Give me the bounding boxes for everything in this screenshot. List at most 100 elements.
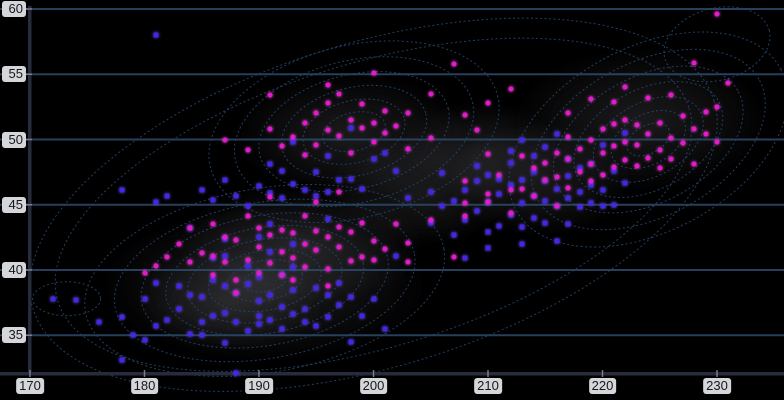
data-point-series_magenta <box>393 221 399 227</box>
data-point-series_magenta <box>325 127 331 133</box>
data-point-series_blue <box>245 281 251 287</box>
data-point-series_magenta <box>542 177 548 183</box>
data-point-series_blue <box>519 137 525 142</box>
data-point-series_magenta <box>519 186 525 192</box>
data-point-series_blue <box>256 234 262 240</box>
data-point-series_blue <box>279 168 285 174</box>
data-point-series_magenta <box>588 96 594 102</box>
data-point-series_magenta <box>176 241 182 247</box>
data-point-series_blue <box>588 182 594 188</box>
data-point-series_blue <box>451 232 457 238</box>
data-point-series_magenta <box>531 165 537 171</box>
data-point-series_magenta <box>325 234 331 240</box>
data-point-series_blue <box>119 314 125 320</box>
density-haze <box>175 183 425 307</box>
data-point-series_blue <box>302 187 308 193</box>
data-point-series_magenta <box>325 100 331 106</box>
data-point-series_magenta <box>210 221 216 227</box>
data-point-series_magenta <box>405 110 411 116</box>
data-point-series_magenta <box>462 112 468 118</box>
data-point-series_blue <box>210 197 216 203</box>
data-point-series_blue <box>485 245 491 251</box>
data-point-series_magenta <box>657 120 663 126</box>
data-point-series_blue <box>508 212 514 218</box>
data-point-series_blue <box>164 193 170 199</box>
data-point-series_blue <box>348 339 354 345</box>
data-point-series_magenta <box>508 187 514 193</box>
data-point-series_magenta <box>645 131 651 137</box>
data-point-series_magenta <box>600 150 605 156</box>
data-point-series_blue <box>405 195 411 201</box>
data-point-series_blue <box>600 142 605 148</box>
data-point-series_blue <box>73 297 79 303</box>
data-point-series_magenta <box>565 110 571 116</box>
data-point-series_blue <box>577 165 583 171</box>
data-point-series_magenta <box>222 259 228 265</box>
x-axis-spine <box>0 372 784 376</box>
data-point-series_blue <box>199 294 205 300</box>
data-point-series_magenta <box>600 172 605 178</box>
data-point-series_magenta <box>451 254 457 260</box>
data-point-series_magenta <box>485 100 491 106</box>
data-point-series_blue <box>256 183 262 189</box>
data-point-series_magenta <box>611 143 617 149</box>
density-contour <box>258 71 450 193</box>
x-tick-label: 170 <box>16 378 44 394</box>
data-point-series_magenta <box>565 134 571 140</box>
data-point-series_blue <box>256 274 262 280</box>
data-point-series_blue <box>119 357 125 363</box>
data-point-series_magenta <box>485 151 491 157</box>
data-point-series_blue <box>451 198 457 204</box>
data-point-series_blue <box>325 153 331 159</box>
data-point-series_magenta <box>267 260 273 266</box>
data-point-series_blue <box>119 187 125 193</box>
data-point-series_blue <box>313 193 319 199</box>
data-point-series_blue <box>474 208 480 214</box>
data-point-series_magenta <box>554 203 560 209</box>
data-point-series_blue <box>325 189 331 195</box>
y-axis-spine <box>28 6 32 375</box>
data-point-series_magenta <box>359 125 365 131</box>
data-point-series_magenta <box>348 150 354 156</box>
data-point-series_blue <box>371 156 376 162</box>
data-point-series_magenta <box>703 109 709 115</box>
data-point-series_magenta <box>588 137 594 142</box>
data-point-series_blue <box>313 285 319 291</box>
data-point-series_magenta <box>554 174 560 180</box>
data-point-series_magenta <box>142 270 147 276</box>
data-point-series_magenta <box>222 234 228 240</box>
data-point-series_blue <box>256 321 262 326</box>
data-point-series_magenta <box>668 135 674 141</box>
data-point-series_blue <box>336 280 342 286</box>
density-contour <box>530 48 766 231</box>
data-point-series_blue <box>313 323 319 329</box>
data-point-series_magenta <box>267 92 273 98</box>
data-point-series_magenta <box>725 80 731 86</box>
data-point-series_blue <box>222 177 228 183</box>
data-point-series_blue <box>142 337 147 343</box>
data-point-series_blue <box>245 203 251 209</box>
data-point-series_magenta <box>267 232 273 238</box>
data-point-series_blue <box>611 202 617 208</box>
data-point-series_blue <box>348 294 354 300</box>
data-point-series_magenta <box>382 130 388 136</box>
data-point-series_blue <box>462 217 468 223</box>
data-point-series_blue <box>485 172 491 178</box>
data-point-series_blue <box>267 161 273 167</box>
data-point-series_magenta <box>325 283 331 289</box>
density-contour <box>208 40 500 223</box>
data-point-series_magenta <box>577 169 583 175</box>
data-point-series_magenta <box>371 257 376 263</box>
data-point-series_blue <box>210 277 216 283</box>
data-point-series_blue <box>508 148 514 154</box>
data-point-series_magenta <box>359 101 365 107</box>
data-point-series_blue <box>359 186 365 192</box>
data-point-series_magenta <box>267 126 273 132</box>
y-tick-label: 40 <box>2 262 26 278</box>
data-point-series_magenta <box>336 224 342 230</box>
data-point-series_blue <box>600 203 605 209</box>
data-point-series_blue <box>382 326 388 332</box>
data-point-series_blue <box>153 323 159 329</box>
data-point-series_magenta <box>451 61 457 67</box>
data-point-series_magenta <box>187 259 193 265</box>
